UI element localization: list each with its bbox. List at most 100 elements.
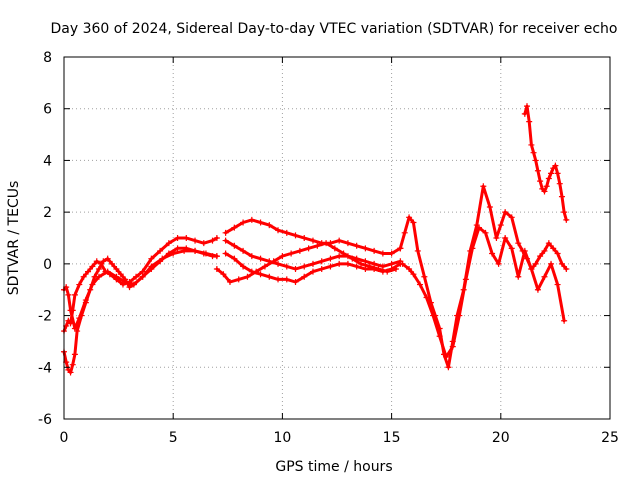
data-point [561, 209, 568, 216]
data-point [371, 260, 378, 267]
data-point [240, 263, 247, 270]
data-point [240, 247, 247, 254]
data-point [423, 294, 430, 301]
x-tick-label: 20 [492, 430, 510, 446]
data-point [541, 188, 548, 195]
data-point [392, 266, 399, 273]
data-point [399, 260, 406, 267]
data-point [532, 260, 539, 267]
data-point [202, 250, 209, 257]
data-point [515, 273, 522, 280]
data-point [410, 271, 417, 278]
data-point [379, 263, 386, 270]
data-point [301, 263, 308, 270]
data-point [545, 175, 552, 182]
series-trace-j [521, 103, 570, 223]
data-point [530, 149, 537, 156]
x-tick-label: 25 [601, 430, 619, 446]
data-point [200, 240, 207, 247]
data-point [261, 263, 268, 270]
data-point [524, 103, 531, 110]
data-point [309, 268, 316, 275]
x-tick-label: 10 [273, 430, 291, 446]
data-point [327, 255, 334, 262]
series-trace-c [61, 247, 220, 332]
data-point [235, 276, 242, 283]
data-point [174, 235, 181, 241]
data-point [371, 247, 378, 254]
data-point [104, 268, 111, 275]
data-point [388, 260, 395, 267]
data-point [117, 271, 124, 278]
data-point [554, 250, 561, 257]
data-point [445, 364, 452, 371]
data-point [554, 170, 561, 177]
y-axis: -6 -4 -2 0 2 4 6 8 [38, 50, 610, 428]
y-tick-label: -2 [38, 309, 52, 325]
data-point [288, 250, 295, 257]
data-point [388, 250, 395, 257]
data-point [362, 245, 369, 252]
data-point [275, 227, 282, 234]
data-point [240, 219, 247, 226]
data-point [541, 273, 548, 280]
data-point [421, 273, 428, 280]
data-point [309, 260, 316, 267]
data-point [406, 214, 413, 221]
data-point [537, 178, 544, 185]
data-point [148, 263, 155, 270]
series-trace-d [222, 216, 404, 257]
data-point [532, 157, 539, 164]
data-point [349, 255, 356, 262]
data-point [89, 281, 96, 288]
data-point [534, 286, 541, 293]
y-tick-label: 6 [43, 102, 52, 118]
data-point [521, 110, 528, 117]
data-point [552, 162, 559, 169]
data-point [104, 255, 111, 262]
data-point [344, 240, 351, 247]
data-point [283, 229, 290, 236]
data-point [554, 281, 561, 288]
data-point [213, 235, 220, 241]
data-point [537, 253, 544, 260]
data-point [336, 253, 343, 260]
data-point [469, 245, 476, 252]
data-point [213, 266, 220, 273]
data-point [222, 250, 229, 257]
data-point [159, 255, 166, 262]
data-point [174, 245, 181, 252]
data-point [495, 260, 502, 267]
plot-frame [63, 56, 611, 420]
y-tick-label: 4 [43, 153, 52, 169]
data-point [489, 250, 496, 257]
data-point [410, 219, 417, 226]
data-point [301, 273, 308, 280]
data-point [305, 245, 312, 252]
data-point [139, 268, 146, 275]
y-tick-label: 0 [43, 257, 52, 273]
data-point [502, 209, 509, 216]
series-line [398, 184, 568, 369]
y-tick-label: 8 [43, 50, 52, 66]
data-point [475, 224, 482, 231]
data-point [270, 258, 277, 265]
data-point [366, 263, 373, 270]
data-point [436, 333, 443, 340]
data-series [61, 103, 570, 376]
data-point [323, 240, 330, 247]
data-point [100, 258, 107, 265]
data-point [548, 260, 555, 267]
y-tick-label: 2 [43, 205, 52, 221]
x-tick-label: 5 [169, 430, 178, 446]
data-point [401, 229, 408, 236]
data-point [482, 229, 489, 236]
data-point [558, 260, 565, 267]
data-point [486, 203, 493, 210]
data-point [244, 273, 251, 280]
data-point [95, 273, 102, 280]
data-point [521, 247, 528, 254]
data-point [253, 268, 260, 275]
data-point [165, 240, 172, 247]
